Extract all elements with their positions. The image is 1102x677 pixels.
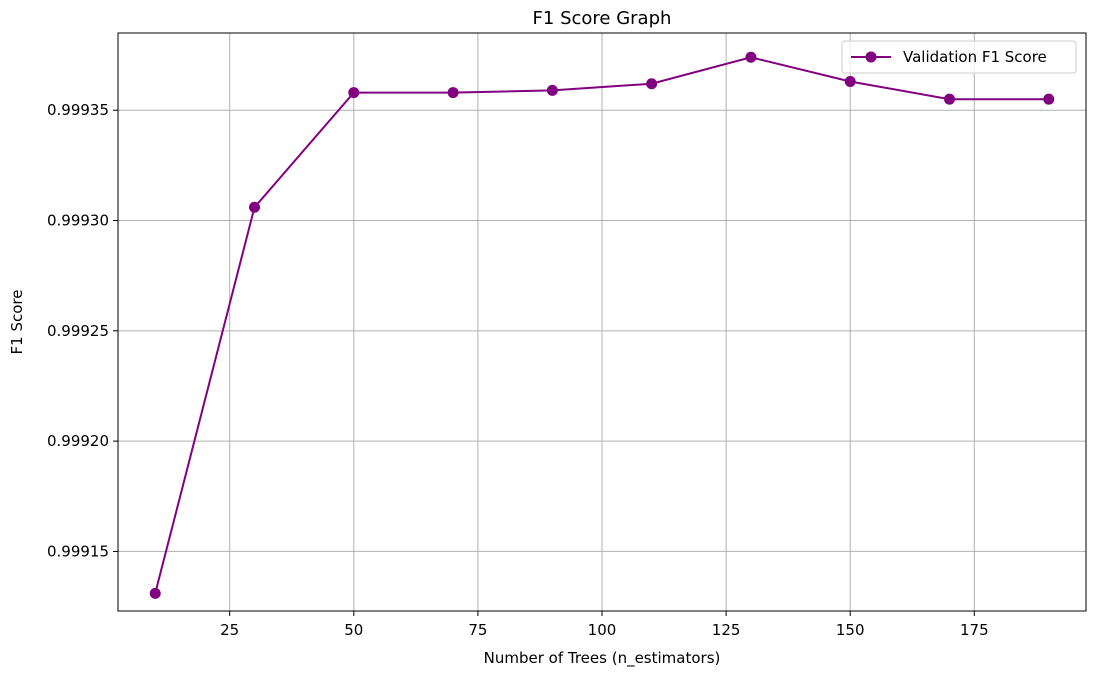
x-tick-label: 100 [588, 621, 617, 639]
data-point [745, 51, 757, 63]
y-ticks: 0.99915 0.99920 0.99925 0.99930 0.99935 [47, 101, 118, 560]
x-ticks: 25 50 75 100 125 150 175 [220, 611, 989, 639]
y-tick-label: 0.99925 [47, 322, 109, 340]
x-tick-label: 150 [836, 621, 865, 639]
x-axis-label: Number of Trees (n_estimators) [484, 649, 721, 668]
legend-box [841, 40, 1077, 74]
grid [118, 33, 1086, 611]
data-point [1043, 93, 1055, 105]
data-point [447, 87, 459, 99]
x-tick-label: 50 [344, 621, 363, 639]
data-point [546, 84, 558, 96]
data-point [348, 87, 360, 99]
data-point [646, 78, 658, 90]
data-point [149, 587, 161, 599]
series-lines [154, 56, 1049, 594]
y-tick-label: 0.99915 [47, 542, 109, 560]
legend-entry-label: Validation F1 Score [903, 48, 1047, 66]
series-line [154, 56, 1049, 594]
data-point [249, 201, 261, 213]
series-markers [149, 51, 1055, 599]
legend: Validation F1 Score [841, 40, 1077, 74]
chart-title: F1 Score Graph [533, 8, 672, 29]
y-tick-label: 0.99935 [47, 101, 109, 119]
y-tick-label: 0.99920 [47, 432, 109, 450]
x-tick-label: 125 [712, 621, 741, 639]
x-tick-label: 175 [960, 621, 989, 639]
x-tick-label: 25 [220, 621, 239, 639]
y-axis-label: F1 Score [8, 290, 26, 355]
data-point [943, 93, 955, 105]
y-tick-label: 0.99930 [47, 212, 109, 230]
legend-marker-sample [865, 51, 877, 63]
data-point [844, 76, 856, 88]
x-tick-label: 75 [468, 621, 487, 639]
